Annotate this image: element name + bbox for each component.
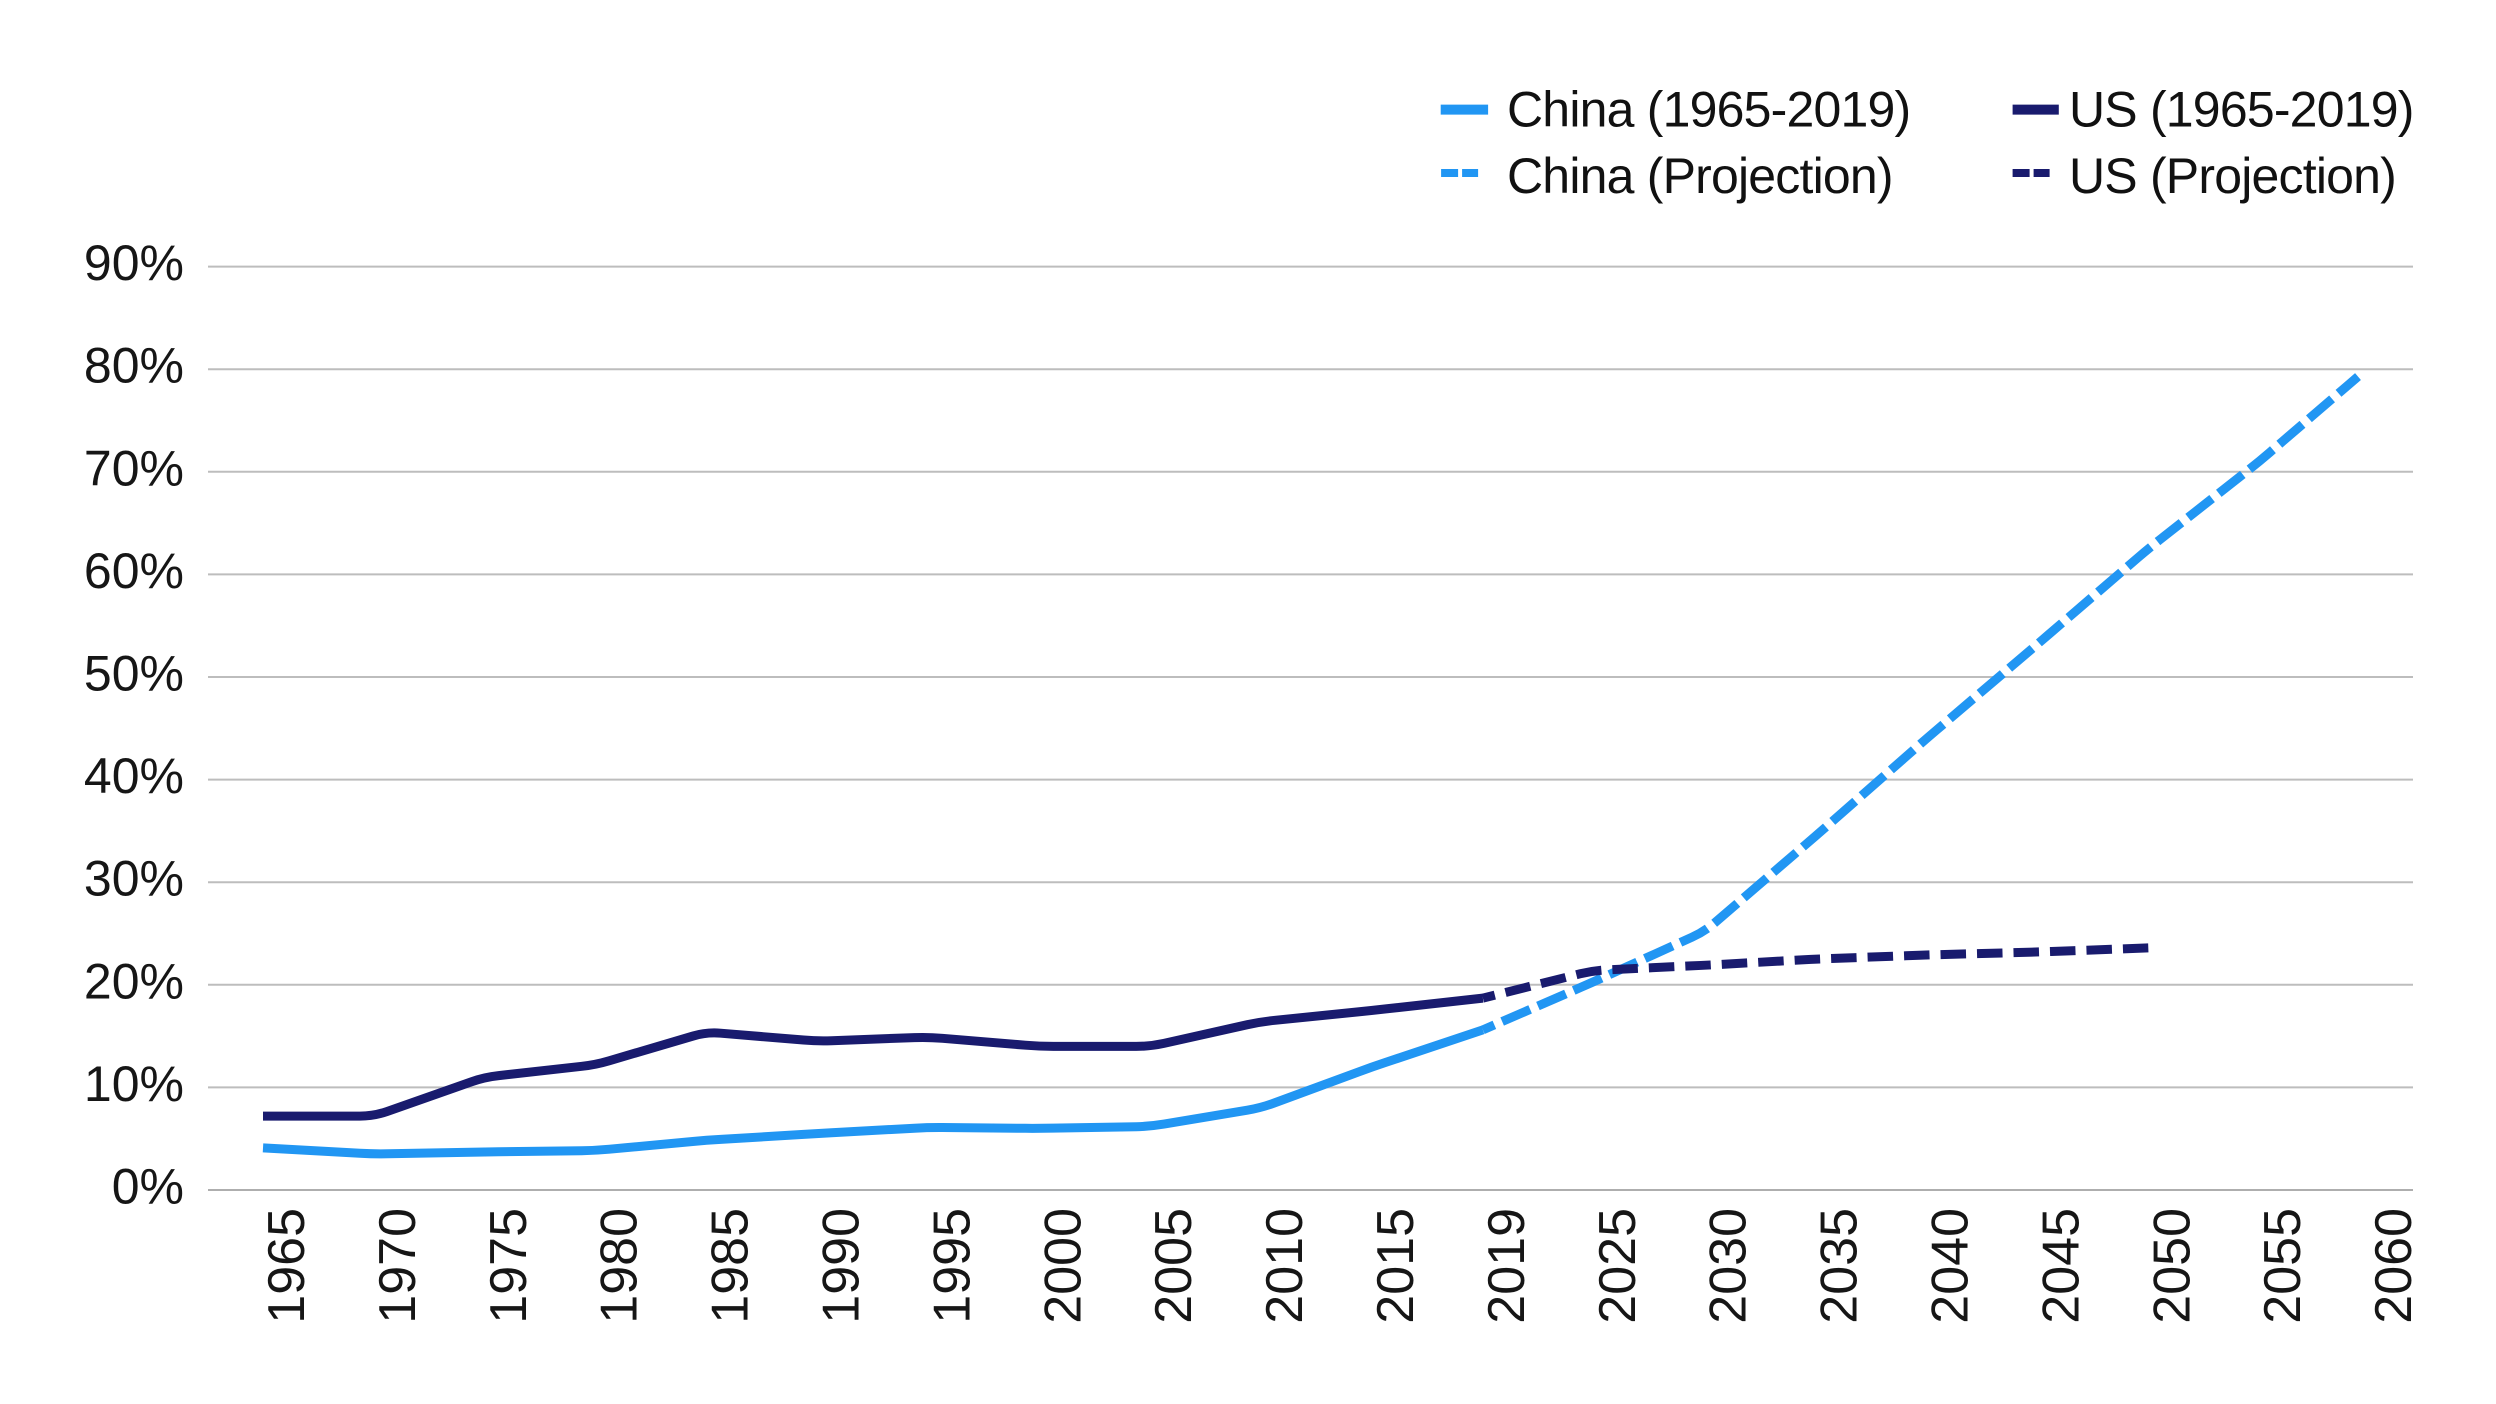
svg-text:2030: 2030 bbox=[1700, 1208, 1758, 1324]
svg-text:US (Projection): US (Projection) bbox=[2069, 148, 2396, 204]
svg-text:2040: 2040 bbox=[1922, 1208, 1980, 1324]
svg-text:40%: 40% bbox=[84, 748, 184, 804]
svg-text:2055: 2055 bbox=[2254, 1208, 2312, 1324]
svg-text:1965: 1965 bbox=[258, 1208, 316, 1324]
svg-text:10%: 10% bbox=[84, 1056, 184, 1112]
svg-text:1970: 1970 bbox=[369, 1208, 427, 1324]
svg-text:2005: 2005 bbox=[1145, 1208, 1203, 1324]
svg-text:2019: 2019 bbox=[1478, 1208, 1536, 1324]
svg-text:1995: 1995 bbox=[923, 1208, 981, 1324]
svg-text:50%: 50% bbox=[84, 646, 184, 702]
svg-text:2025: 2025 bbox=[1589, 1208, 1647, 1324]
svg-text:US (1965-2019): US (1965-2019) bbox=[2069, 82, 2414, 138]
svg-text:1980: 1980 bbox=[591, 1208, 649, 1324]
svg-text:2045: 2045 bbox=[2032, 1208, 2090, 1324]
svg-text:80%: 80% bbox=[84, 338, 184, 394]
svg-text:90%: 90% bbox=[84, 235, 184, 291]
svg-text:30%: 30% bbox=[84, 851, 184, 907]
svg-text:2060: 2060 bbox=[2365, 1208, 2423, 1324]
svg-text:2010: 2010 bbox=[1256, 1208, 1314, 1324]
svg-text:2035: 2035 bbox=[1811, 1208, 1869, 1324]
svg-text:2050: 2050 bbox=[2143, 1208, 2201, 1324]
svg-text:20%: 20% bbox=[84, 953, 184, 1009]
svg-text:60%: 60% bbox=[84, 543, 184, 599]
svg-text:1975: 1975 bbox=[480, 1208, 538, 1324]
svg-text:2000: 2000 bbox=[1034, 1208, 1092, 1324]
svg-text:2015: 2015 bbox=[1367, 1208, 1425, 1324]
svg-text:China (Projection): China (Projection) bbox=[1507, 148, 1893, 204]
svg-text:1985: 1985 bbox=[702, 1208, 760, 1324]
svg-text:0%: 0% bbox=[112, 1159, 184, 1215]
svg-text:China (1965-2019): China (1965-2019) bbox=[1507, 82, 1910, 138]
svg-text:1990: 1990 bbox=[813, 1208, 871, 1324]
svg-text:70%: 70% bbox=[84, 440, 184, 496]
